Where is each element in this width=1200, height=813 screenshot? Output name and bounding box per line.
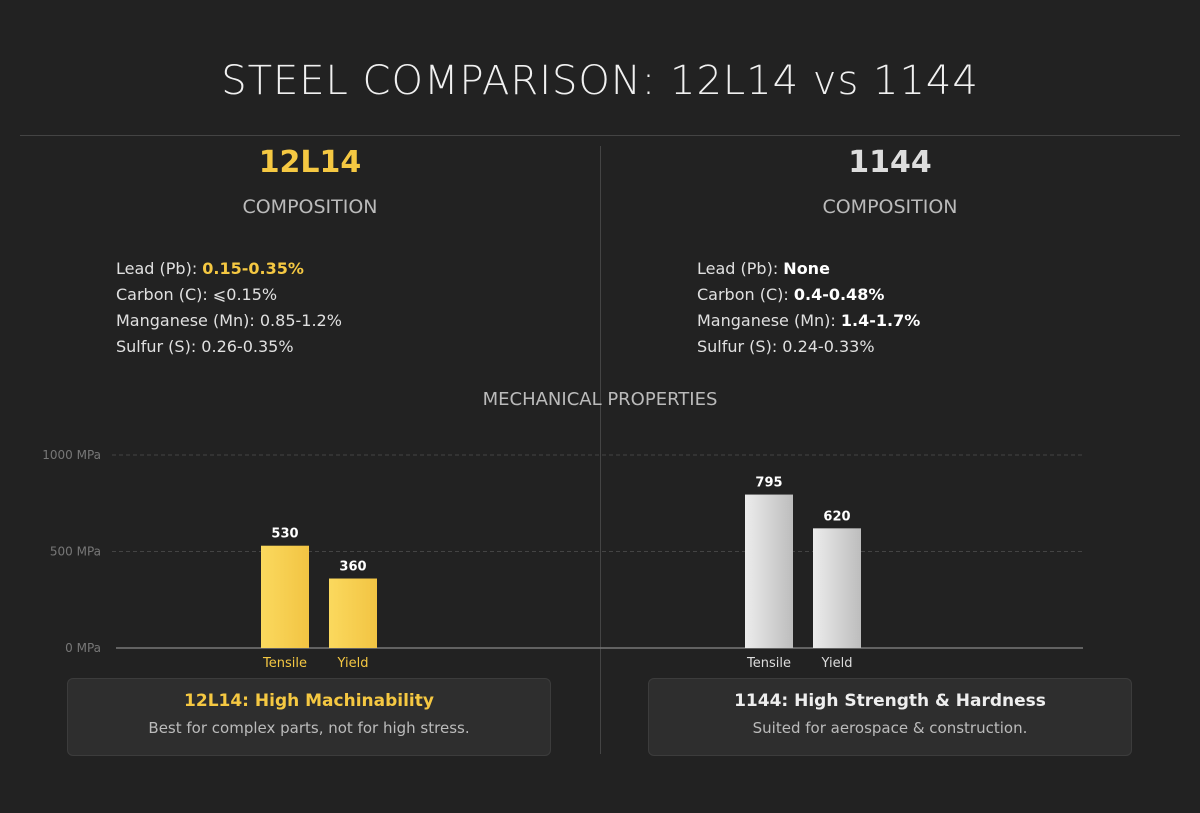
left-card-title: 12L14: High Machinability bbox=[184, 691, 434, 711]
bar-12L14-tensile bbox=[261, 545, 309, 648]
right-summary-card: 1144: High Strength & Hardness Suited fo… bbox=[648, 678, 1132, 756]
data-label: 620 bbox=[823, 509, 850, 524]
item-value: 0.85-1.2% bbox=[259, 311, 342, 330]
item-label: Lead (Pb): bbox=[116, 259, 203, 278]
data-label: 530 bbox=[271, 527, 298, 542]
left-composition-heading: COMPOSITION bbox=[242, 196, 378, 218]
right-card-subtitle: Suited for aerospace & construction. bbox=[752, 719, 1028, 737]
y-tick-label: 500 MPa bbox=[50, 545, 101, 559]
right-composition-list: Lead (Pb): None Carbon (C): 0.4-0.48% Mang… bbox=[697, 256, 920, 360]
composition-item: Lead (Pb): 0.15-0.35% bbox=[116, 256, 342, 282]
right-card-title: 1144: High Strength & Hardness bbox=[734, 691, 1046, 711]
x-tick-label: Tensile bbox=[262, 656, 307, 671]
item-value: ⩽0.15% bbox=[212, 285, 278, 304]
item-label: Sulfur (S): bbox=[116, 337, 202, 356]
bar-1144-yield bbox=[813, 528, 861, 648]
left-summary-card: 12L14: High Machinability Best for compl… bbox=[67, 678, 551, 756]
item-label: Sulfur (S): bbox=[697, 337, 783, 356]
right-steel-name: 1144 bbox=[848, 145, 932, 180]
composition-item: Manganese (Mn): 0.85-1.2% bbox=[116, 308, 342, 334]
composition-item: Carbon (C): ⩽0.15% bbox=[116, 282, 342, 308]
data-label: 360 bbox=[339, 560, 366, 575]
composition-item: Lead (Pb): None bbox=[697, 256, 920, 282]
bar-1144-tensile bbox=[745, 494, 793, 648]
data-label: 795 bbox=[755, 476, 782, 491]
composition-item: Sulfur (S): 0.24-0.33% bbox=[697, 334, 920, 360]
x-tick-label: Yield bbox=[821, 656, 853, 671]
item-value: 0.26-0.35% bbox=[201, 337, 294, 356]
item-label: Lead (Pb): bbox=[697, 259, 784, 278]
composition-item: Manganese (Mn): 1.4-1.7% bbox=[697, 308, 920, 334]
item-value: 0.4-0.48% bbox=[793, 285, 885, 304]
x-tick-label: Yield bbox=[337, 656, 369, 671]
item-value: 0.15-0.35% bbox=[202, 259, 304, 278]
page-title: STEEL COMPARISON: 12L14 vs 1144 bbox=[221, 58, 979, 104]
y-tick-label: 0 MPa bbox=[65, 641, 101, 655]
item-label: Carbon (C): bbox=[116, 285, 213, 304]
left-composition-list: Lead (Pb): 0.15-0.35% Carbon (C): ⩽0.15% M… bbox=[116, 256, 342, 360]
y-tick-label: 1000 MPa bbox=[42, 448, 101, 462]
composition-item: Sulfur (S): 0.26-0.35% bbox=[116, 334, 342, 360]
left-steel-name: 12L14 bbox=[258, 145, 362, 180]
column-divider bbox=[600, 146, 601, 754]
item-value: 1.4-1.7% bbox=[840, 311, 921, 330]
item-value: None bbox=[783, 259, 830, 278]
item-value: 0.24-0.33% bbox=[782, 337, 875, 356]
item-label: Manganese (Mn): bbox=[697, 311, 841, 330]
item-label: Carbon (C): bbox=[697, 285, 794, 304]
bar-12L14-yield bbox=[329, 578, 377, 648]
right-composition-heading: COMPOSITION bbox=[822, 196, 958, 218]
divider bbox=[20, 135, 1180, 136]
left-card-subtitle: Best for complex parts, not for high str… bbox=[148, 719, 470, 737]
composition-item: Carbon (C): 0.4-0.48% bbox=[697, 282, 920, 308]
item-label: Manganese (Mn): bbox=[116, 311, 260, 330]
mechanical-heading: MECHANICAL PROPERTIES bbox=[482, 389, 718, 410]
x-tick-label: Tensile bbox=[746, 656, 791, 671]
